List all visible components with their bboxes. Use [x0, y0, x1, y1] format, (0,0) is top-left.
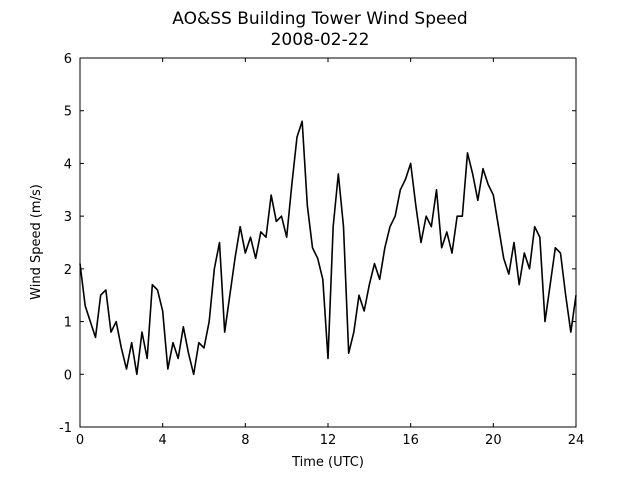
y-tick-label: 6 [64, 52, 72, 67]
x-tick-label: 16 [402, 433, 419, 448]
x-tick-label: 12 [320, 433, 337, 448]
plot-frame [79, 57, 577, 428]
y-tick-label: 4 [64, 157, 72, 172]
y-tick-label: 5 [64, 105, 72, 120]
y-axis-label: Wind Speed (m/s) [29, 184, 44, 300]
chart-title: AO&SS Building Tower Wind Speed [172, 9, 467, 29]
x-tick-label: 8 [241, 433, 249, 448]
x-axis-label: Time (UTC) [291, 455, 364, 470]
x-tick-label: 4 [159, 433, 167, 448]
x-tick-label: 0 [76, 433, 84, 448]
y-tick-label: 2 [64, 263, 72, 278]
data-line [79, 120, 577, 376]
y-tick-label: 0 [64, 368, 72, 383]
y-tick-label: 3 [64, 210, 72, 225]
x-tick-label: 20 [485, 433, 502, 448]
y-tick-label: 1 [64, 316, 72, 331]
x-tick-label: 24 [568, 433, 585, 448]
chart-subtitle: 2008-02-22 [271, 30, 370, 50]
y-tick-label: -1 [59, 421, 72, 436]
